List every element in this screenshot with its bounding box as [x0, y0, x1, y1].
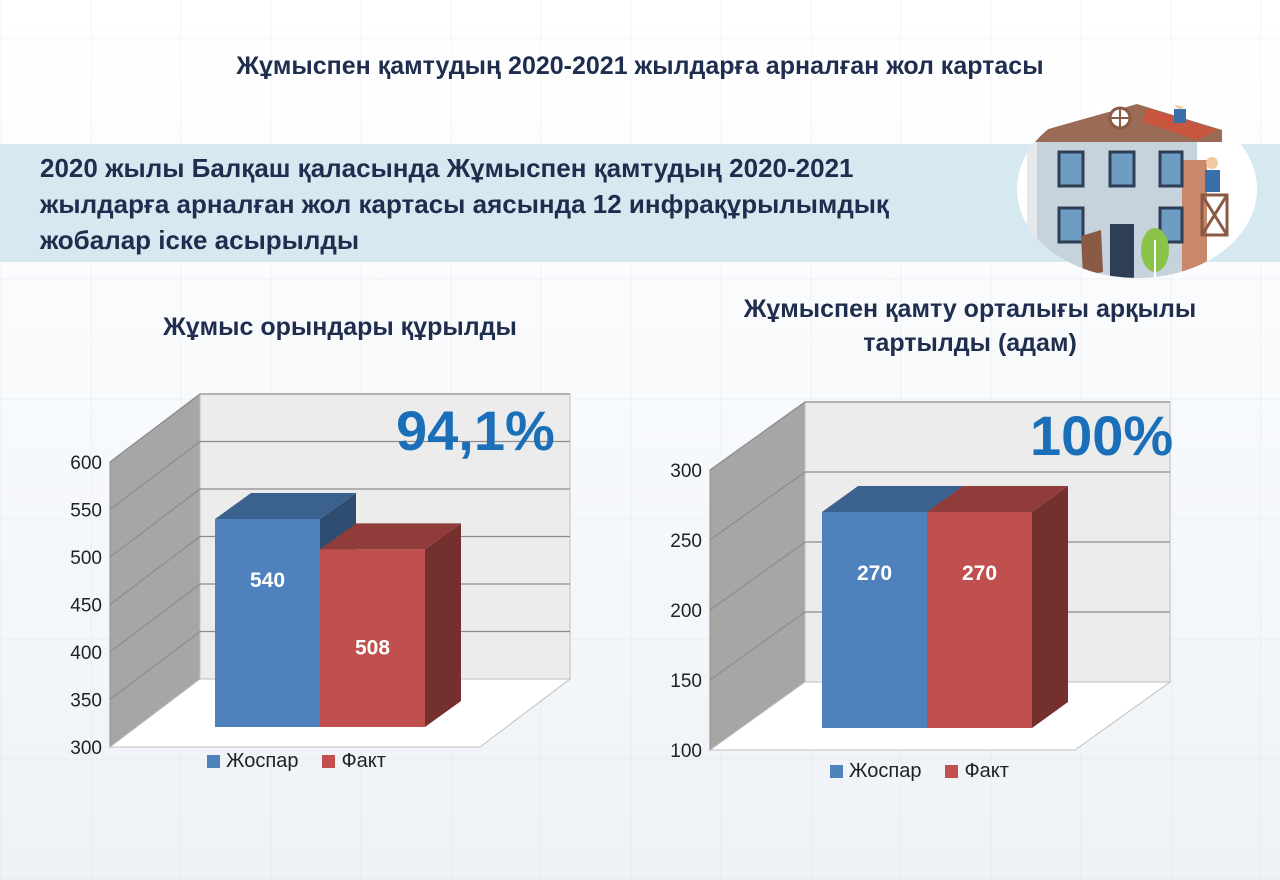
- gridline: [109, 393, 570, 463]
- y-tick-label: 500: [70, 548, 102, 569]
- bar-plan: [822, 512, 927, 728]
- bar-label-fact: 270: [962, 562, 997, 585]
- gridline: [709, 401, 1170, 471]
- bar-label-fact: 508: [355, 636, 390, 659]
- legend-label-fact: Факт: [341, 750, 386, 772]
- y-tick-label: 450: [70, 596, 102, 617]
- chart-employment-center: 100 150 200 250 300 270 270: [670, 401, 1172, 762]
- y-tick-label: 400: [70, 643, 102, 664]
- y-tick-label: 350: [70, 691, 102, 712]
- y-tick-label: 200: [670, 601, 702, 622]
- gridline: [109, 488, 570, 558]
- legend-swatch-fact: [945, 765, 959, 778]
- legend-item-plan: Жоспар: [207, 750, 298, 773]
- bar-label-plan: 270: [857, 562, 892, 585]
- bar-top-plan: [822, 486, 963, 512]
- house-construction-icon: [1027, 100, 1229, 278]
- gridline: [109, 440, 570, 510]
- bar-fact: [320, 549, 425, 727]
- y-tick-label: 550: [70, 501, 102, 522]
- bar-top-fact: [927, 486, 1068, 512]
- y-tick-label: 600: [70, 453, 102, 474]
- legend-item-plan: Жоспар: [830, 760, 921, 783]
- legend-employment: Жоспар Факт: [830, 760, 1023, 783]
- y-tick-label: 300: [70, 738, 102, 755]
- bar-label-plan: 540: [250, 569, 285, 592]
- percent-label-jobs: 94,1%: [396, 399, 555, 462]
- bar-top-fact: [320, 523, 461, 550]
- legend-label-plan: Жоспар: [849, 760, 922, 782]
- y-tick-label: 300: [670, 461, 702, 482]
- legend-swatch-plan: [207, 755, 220, 768]
- chart-title-jobs: Жұмыс орындары құрылды: [163, 313, 517, 341]
- y-tick-label: 100: [670, 741, 702, 762]
- y-tick-label: 250: [670, 531, 702, 552]
- page-title: Жұмыспен қамтудың 2020-2021 жылдарға арн…: [236, 52, 1044, 80]
- house-illustration: [1017, 100, 1257, 278]
- legend-item-fact: Факт: [322, 750, 386, 773]
- legend-swatch-fact: [322, 755, 336, 768]
- bar-top-plan: [215, 493, 356, 519]
- legend-swatch-plan: [830, 765, 843, 778]
- bar-side-fact: [425, 523, 461, 727]
- chart-title-employment-center: Жұмыспен қамту орталығы арқылы тартылды …: [743, 295, 1197, 357]
- percent-label-employment: 100%: [1030, 404, 1174, 467]
- legend-label-fact: Факт: [964, 760, 1009, 782]
- gridline: [709, 471, 1170, 541]
- legend-jobs: Жоспар Факт: [207, 750, 400, 773]
- legend-item-fact: Факт: [945, 760, 1009, 783]
- legend-label-plan: Жоспар: [226, 750, 299, 772]
- y-tick-label: 150: [670, 671, 702, 692]
- bar-fact: [927, 512, 1032, 728]
- banner-text: 2020 жылы Балқаш қаласында Жұмыспен қамт…: [40, 153, 889, 255]
- chart-jobs-created: 300 350 400 450 500 550 600 540 508: [70, 392, 572, 755]
- bar-plan: [215, 519, 320, 727]
- bar-side-fact: [1032, 486, 1068, 728]
